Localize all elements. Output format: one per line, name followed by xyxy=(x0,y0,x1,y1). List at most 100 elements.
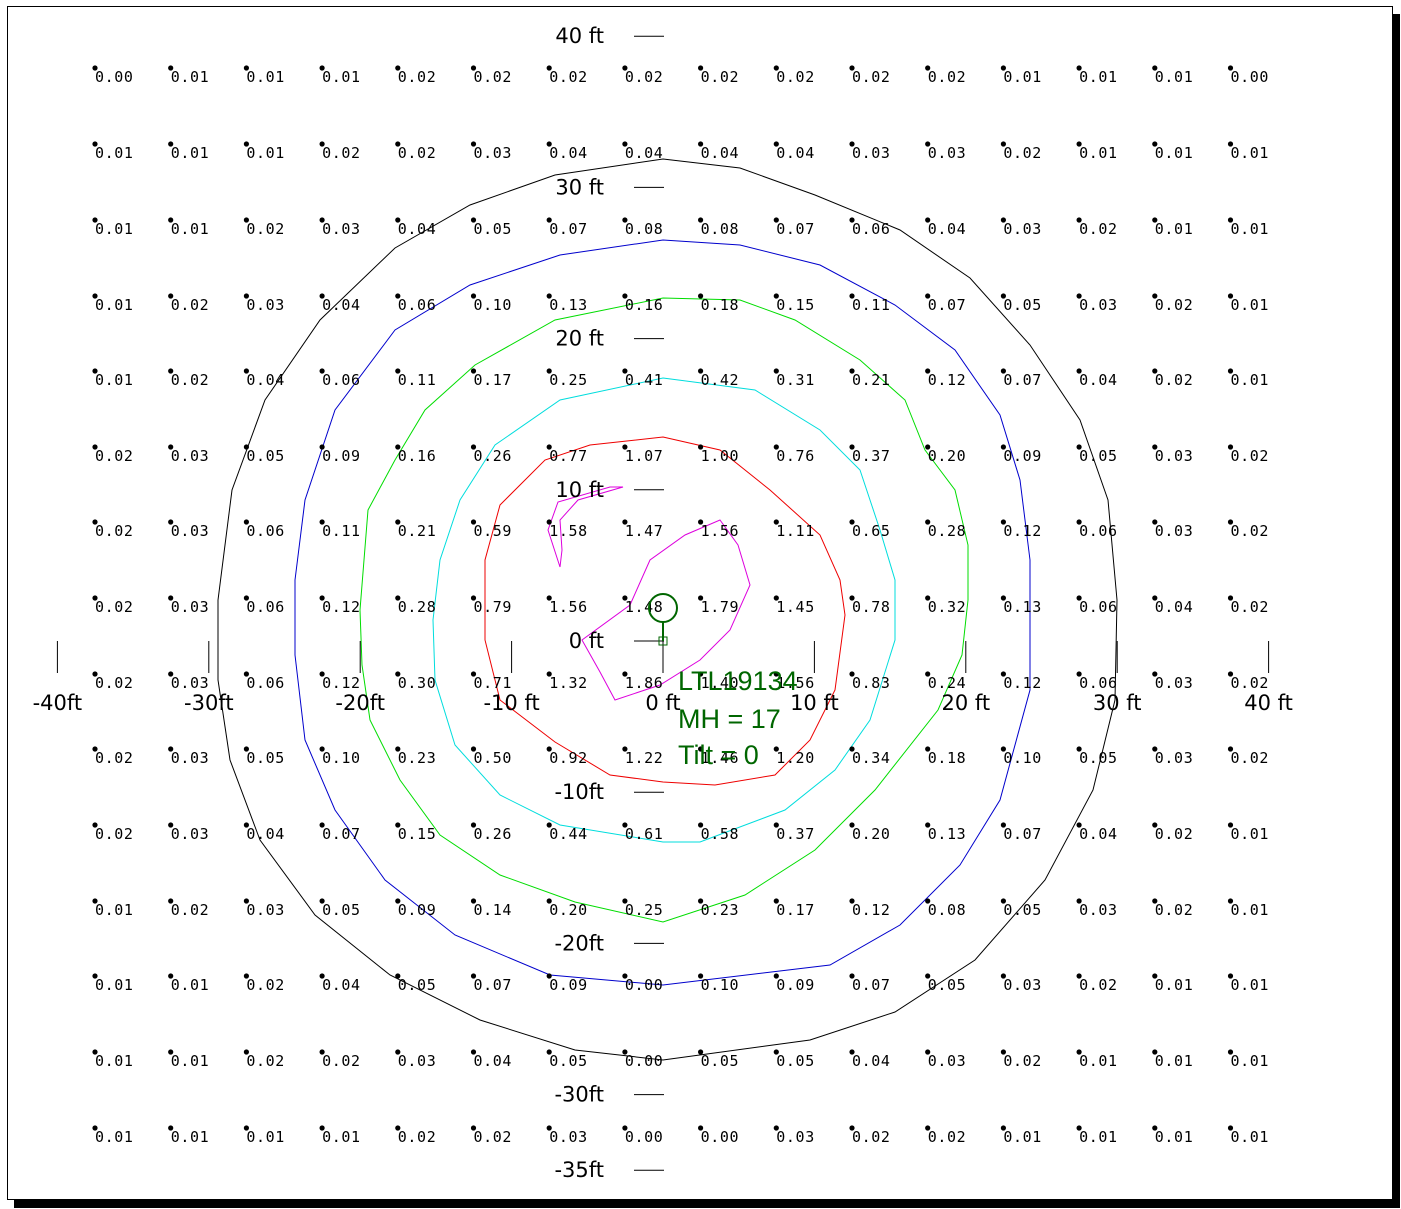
grid-point xyxy=(925,746,931,752)
grid-point xyxy=(319,1125,325,1131)
grid-value: 0.02 xyxy=(398,1128,437,1146)
grid-point xyxy=(395,368,401,374)
grid-point xyxy=(319,898,325,904)
grid-value: 0.17 xyxy=(474,371,513,389)
grid-point xyxy=(773,217,779,223)
grid-point xyxy=(470,217,477,223)
grid-point xyxy=(470,293,477,299)
grid-value: 1.07 xyxy=(625,447,664,465)
grid-value: 0.03 xyxy=(246,296,285,314)
grid-point xyxy=(698,65,704,71)
grid-value: 0.01 xyxy=(1155,976,1194,994)
grid-point xyxy=(1152,1049,1158,1055)
plot-axes: -40ft -30ft -20ft -10 ft 0 ft 10 ft 20 ft 30 ft… xyxy=(33,24,1293,1182)
grid-point xyxy=(319,293,325,299)
grid-point xyxy=(622,293,628,299)
grid-value: 0.01 xyxy=(95,296,134,314)
grid-point xyxy=(849,1125,855,1131)
grid-value: 0.04 xyxy=(398,220,437,238)
grid-value: 0.01 xyxy=(95,976,134,994)
grid-value: 1.00 xyxy=(701,447,740,465)
grid-value: 0.61 xyxy=(625,825,664,843)
grid-value: 0.02 xyxy=(95,598,134,616)
grid-value: 0.04 xyxy=(246,825,285,843)
grid-point xyxy=(698,1049,704,1055)
grid-value: 0.10 xyxy=(474,296,513,314)
grid-value: 0.01 xyxy=(322,1128,361,1146)
grid-value: 0.14 xyxy=(474,901,513,919)
grid-point xyxy=(470,1125,477,1131)
grid-value: 0.01 xyxy=(246,1128,285,1146)
grid-point xyxy=(1000,595,1007,601)
grid-point xyxy=(168,595,174,601)
grid-point xyxy=(622,444,628,450)
grid-point xyxy=(319,444,325,450)
grid-value: 0.02 xyxy=(246,976,285,994)
grid-value: 0.12 xyxy=(928,371,967,389)
grid-point xyxy=(849,65,855,71)
grid-point xyxy=(1000,444,1007,450)
grid-value: 0.03 xyxy=(928,144,967,162)
luminaire-mounting-height: MH = 17 xyxy=(678,704,781,734)
grid-value: 0.03 xyxy=(171,825,210,843)
grid-value: 0.37 xyxy=(776,825,815,843)
grid-value: 0.02 xyxy=(95,522,134,540)
grid-point xyxy=(1076,1049,1082,1055)
grid-point xyxy=(1152,1125,1158,1131)
grid-point xyxy=(546,65,552,71)
grid-value: 0.02 xyxy=(95,749,134,767)
grid-value: 0.12 xyxy=(322,598,361,616)
grid-point xyxy=(925,217,931,223)
grid-value: 0.04 xyxy=(928,220,967,238)
grid-value: 0.04 xyxy=(474,1052,513,1070)
grid-point xyxy=(92,217,98,223)
grid-value: 0.01 xyxy=(1231,901,1270,919)
x-axis-label: 0 ft xyxy=(645,691,680,715)
grid-value: 0.05 xyxy=(1003,296,1042,314)
grid-value: 0.06 xyxy=(246,598,285,616)
luminaire-pole-icon xyxy=(658,636,668,646)
grid-point xyxy=(92,1125,98,1131)
grid-value: 0.04 xyxy=(549,144,588,162)
grid-point xyxy=(243,595,249,601)
grid-value: 0.11 xyxy=(398,371,437,389)
grid-value: 0.02 xyxy=(322,144,361,162)
grid-value: 0.25 xyxy=(549,371,588,389)
grid-point xyxy=(92,444,98,450)
y-axis-label: -35ft xyxy=(554,1158,604,1182)
grid-point xyxy=(546,898,552,904)
grid-point xyxy=(698,141,704,147)
grid-value: 0.03 xyxy=(246,901,285,919)
grid-value: 0.26 xyxy=(474,447,513,465)
grid-value: 0.32 xyxy=(928,598,967,616)
grid-value: 0.12 xyxy=(1003,522,1042,540)
grid-value: 0.02 xyxy=(95,674,134,692)
grid-value: 0.16 xyxy=(625,296,664,314)
grid-value: 0.06 xyxy=(246,522,285,540)
grid-value: 0.04 xyxy=(776,144,815,162)
grid-point xyxy=(1076,973,1082,979)
grid-point xyxy=(92,898,98,904)
x-axis-label: 10 ft xyxy=(790,691,839,715)
grid-value: 0.05 xyxy=(1003,901,1042,919)
grid-point xyxy=(849,746,855,752)
grid-point xyxy=(1227,293,1234,299)
grid-point xyxy=(470,1049,477,1055)
grid-value: 0.02 xyxy=(398,68,437,86)
grid-point xyxy=(395,746,401,752)
grid-value: 0.01 xyxy=(246,68,285,86)
grid-value: 0.03 xyxy=(1155,674,1194,692)
grid-point xyxy=(1000,65,1007,71)
grid-value: 0.12 xyxy=(322,674,361,692)
grid-value: 1.58 xyxy=(549,522,588,540)
grid-point xyxy=(1152,368,1158,374)
grid-point xyxy=(243,1125,249,1131)
grid-value: 0.05 xyxy=(322,901,361,919)
grid-value: 0.01 xyxy=(171,976,210,994)
grid-value: 0.12 xyxy=(1003,674,1042,692)
grid-value: 0.24 xyxy=(928,674,967,692)
grid-point xyxy=(622,217,628,223)
grid-value: 0.01 xyxy=(171,220,210,238)
grid-point xyxy=(395,898,401,904)
grid-value: 0.02 xyxy=(1231,522,1270,540)
